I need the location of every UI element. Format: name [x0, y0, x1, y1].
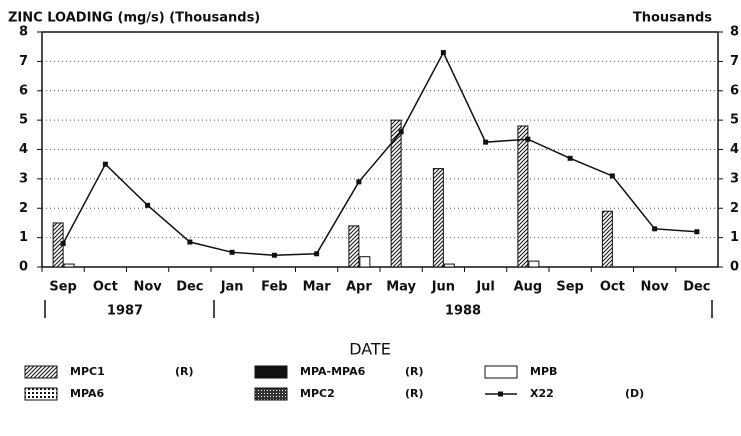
x-tick-label: Apr — [346, 280, 372, 295]
plot-frame — [41, 31, 719, 268]
legend-tag: (R) — [175, 365, 194, 378]
bar — [601, 210, 613, 268]
x-tick-label: Oct — [600, 280, 625, 295]
marker — [229, 249, 235, 255]
y2-tick-label: 1 — [730, 230, 739, 245]
marker — [398, 129, 404, 135]
x-tick-label: Dec — [683, 280, 710, 295]
marker — [609, 173, 615, 179]
y2-tick-label: 5 — [730, 113, 739, 128]
marker — [356, 179, 362, 185]
y-tick-label: 1 — [19, 230, 28, 245]
x-tick-label: Aug — [514, 280, 543, 295]
year-label: 1987 — [107, 304, 143, 319]
bar — [359, 256, 371, 268]
marker — [694, 229, 700, 235]
x-tick-label: Nov — [640, 280, 669, 295]
marker — [567, 155, 573, 161]
marker — [314, 251, 320, 257]
x-axis-title: DATE — [349, 340, 391, 359]
y-tick-label: 5 — [19, 113, 28, 128]
y-tick-label: 4 — [19, 142, 28, 157]
marker — [102, 161, 108, 167]
y-tick-label: 8 — [19, 25, 28, 40]
legend-label: MPA-MPA6 — [300, 365, 366, 378]
legend-swatch — [484, 365, 518, 379]
marker — [187, 239, 193, 245]
y-tick-label: 6 — [19, 83, 28, 98]
y2-tick-label: 0 — [730, 260, 739, 275]
legend-tag: (R) — [405, 387, 424, 400]
y2-title: Thousands — [633, 11, 712, 26]
x-tick-label: May — [386, 280, 416, 295]
y-tick-label: 3 — [19, 171, 28, 186]
y2-tick-label: 7 — [730, 54, 739, 69]
legend-label: MPB — [530, 365, 557, 378]
legend-swatch — [254, 387, 288, 401]
marker — [145, 202, 151, 208]
marker — [271, 252, 277, 258]
bar — [443, 263, 455, 268]
bar — [528, 260, 540, 268]
marker — [525, 136, 531, 142]
bar — [63, 263, 75, 268]
y2-tick-label: 3 — [730, 171, 739, 186]
bar — [390, 119, 402, 268]
chart-title: ZINC LOADING (mg/s) (Thousands) — [8, 11, 260, 26]
marker — [483, 139, 489, 145]
bar — [517, 125, 529, 268]
y-tick-label: 0 — [19, 260, 28, 275]
legend-label: MPC2 — [300, 387, 335, 400]
x-tick-label: Mar — [303, 280, 332, 295]
marker — [652, 226, 658, 232]
x-tick-label: Dec — [176, 280, 203, 295]
x-tick-label: Sep — [556, 280, 584, 295]
y-tick-label: 2 — [19, 201, 28, 216]
legend-label: MPC1 — [70, 365, 105, 378]
legend-tag: (R) — [405, 365, 424, 378]
y2-tick-label: 6 — [730, 83, 739, 98]
x-tick-label: Nov — [133, 280, 162, 295]
marker — [60, 241, 66, 246]
legend-swatch — [498, 391, 503, 397]
legend-label: X22 — [530, 387, 554, 400]
legend-swatch — [254, 365, 288, 379]
legend-swatch — [24, 365, 58, 379]
x-tick-label: Feb — [261, 280, 287, 295]
bar — [432, 168, 444, 268]
legend-label: MPA6 — [70, 387, 105, 400]
y2-tick-label: 2 — [730, 201, 739, 216]
x-tick-label: Oct — [93, 280, 118, 295]
x-tick-label: Sep — [49, 280, 77, 295]
y-tick-label: 7 — [19, 54, 28, 69]
y2-tick-label: 4 — [730, 142, 739, 157]
x-tick-label: Jan — [220, 280, 244, 295]
y2-tick-label: 8 — [730, 25, 739, 40]
x-tick-label: Jul — [475, 280, 495, 295]
year-label: 1988 — [445, 304, 481, 319]
marker — [440, 50, 446, 56]
line — [62, 50, 697, 257]
legend-swatch — [24, 387, 58, 401]
legend-tag: (D) — [625, 387, 644, 400]
x-tick-label: Jun — [431, 280, 455, 295]
bar — [348, 225, 360, 268]
